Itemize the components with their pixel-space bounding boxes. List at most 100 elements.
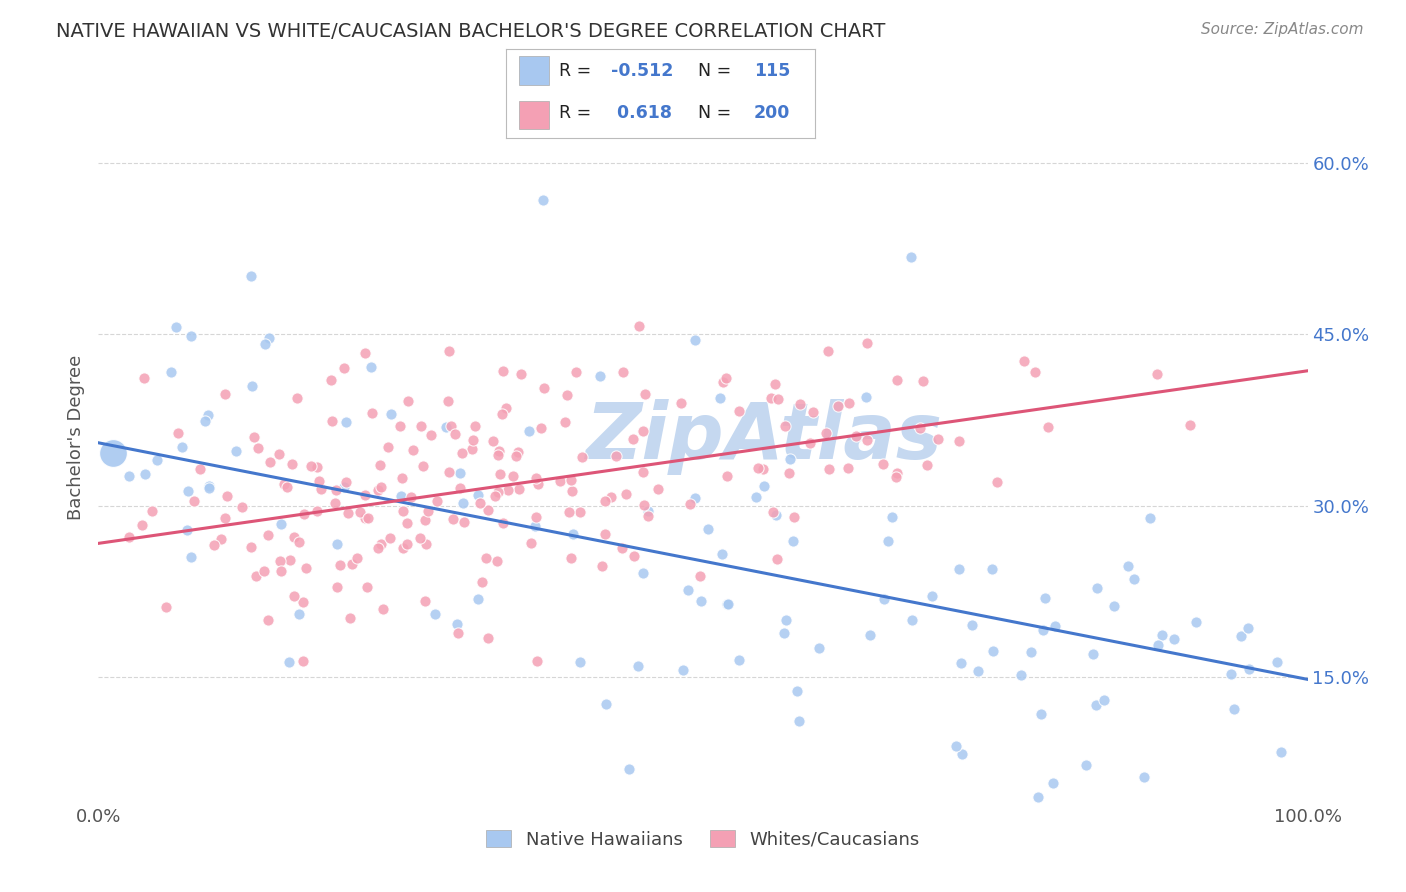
Point <box>246 442 269 456</box>
Point <box>787 714 810 728</box>
Point <box>370 458 392 473</box>
Point <box>845 428 868 442</box>
Point <box>778 466 800 480</box>
Point <box>779 452 801 467</box>
Point <box>900 250 922 264</box>
Point <box>631 466 654 480</box>
Text: 200: 200 <box>754 104 790 122</box>
Point <box>437 394 460 409</box>
Point <box>356 581 378 595</box>
Text: N =: N = <box>697 62 737 80</box>
Point <box>214 511 236 525</box>
Point <box>1116 559 1139 574</box>
Point <box>259 455 281 469</box>
Point <box>1116 848 1139 863</box>
Point <box>783 510 806 524</box>
Point <box>560 473 582 487</box>
Point <box>962 617 984 632</box>
Point <box>215 489 238 503</box>
Point <box>647 482 669 496</box>
Point <box>273 477 295 491</box>
Point <box>527 476 550 491</box>
Point <box>378 531 401 545</box>
Point <box>856 335 879 350</box>
Point <box>912 374 935 388</box>
Point <box>283 589 305 603</box>
Point <box>339 611 361 625</box>
Point <box>197 481 219 495</box>
Point <box>1152 818 1174 832</box>
Point <box>333 360 356 375</box>
Point <box>759 391 782 405</box>
Point <box>202 537 225 551</box>
Point <box>886 466 908 480</box>
Point <box>505 449 527 463</box>
Point <box>775 613 797 627</box>
Point <box>1133 770 1156 784</box>
Point <box>1084 698 1107 713</box>
Point <box>508 482 530 496</box>
Point <box>134 467 156 481</box>
Point <box>524 471 547 485</box>
Point <box>880 510 903 524</box>
Point <box>523 518 546 533</box>
Point <box>176 523 198 537</box>
Point <box>560 550 582 565</box>
Point <box>747 461 769 475</box>
Point <box>689 593 711 607</box>
Point <box>323 496 346 510</box>
Point <box>198 479 221 493</box>
Point <box>1010 668 1032 682</box>
Point <box>357 511 380 525</box>
Point <box>278 553 301 567</box>
Point <box>370 480 392 494</box>
Point <box>437 465 460 479</box>
Point <box>627 659 650 673</box>
Point <box>950 747 973 761</box>
Point <box>371 602 394 616</box>
Point <box>440 419 463 434</box>
Point <box>517 425 540 439</box>
Point <box>637 509 659 524</box>
Point <box>453 515 475 529</box>
Point <box>333 480 356 494</box>
Point <box>288 535 311 549</box>
Point <box>488 443 510 458</box>
Point <box>1230 629 1253 643</box>
Bar <box>519 101 550 129</box>
Point <box>353 345 375 359</box>
Point <box>773 419 796 434</box>
Point <box>1146 368 1168 382</box>
Point <box>434 420 457 434</box>
Point <box>623 549 645 564</box>
Point <box>562 526 585 541</box>
Point <box>396 394 419 409</box>
Point <box>292 507 315 521</box>
Point <box>558 505 581 519</box>
Point <box>1185 615 1208 629</box>
Point <box>194 414 217 428</box>
Point <box>801 404 824 418</box>
Point <box>683 333 706 347</box>
Point <box>915 458 938 472</box>
Point <box>672 664 695 678</box>
Point <box>621 432 644 446</box>
Point <box>278 655 301 669</box>
Point <box>155 600 177 615</box>
Point <box>789 397 811 411</box>
Point <box>413 513 436 527</box>
Point <box>471 574 494 589</box>
Point <box>380 407 402 421</box>
Point <box>766 392 789 407</box>
Point <box>859 628 882 642</box>
Point <box>1012 354 1035 368</box>
Point <box>281 458 304 472</box>
Point <box>141 504 163 518</box>
Point <box>409 531 432 545</box>
Point <box>392 541 415 555</box>
Point <box>299 459 322 474</box>
Point <box>486 554 509 568</box>
Bar <box>519 56 550 85</box>
Point <box>305 460 328 475</box>
Point <box>329 558 352 572</box>
